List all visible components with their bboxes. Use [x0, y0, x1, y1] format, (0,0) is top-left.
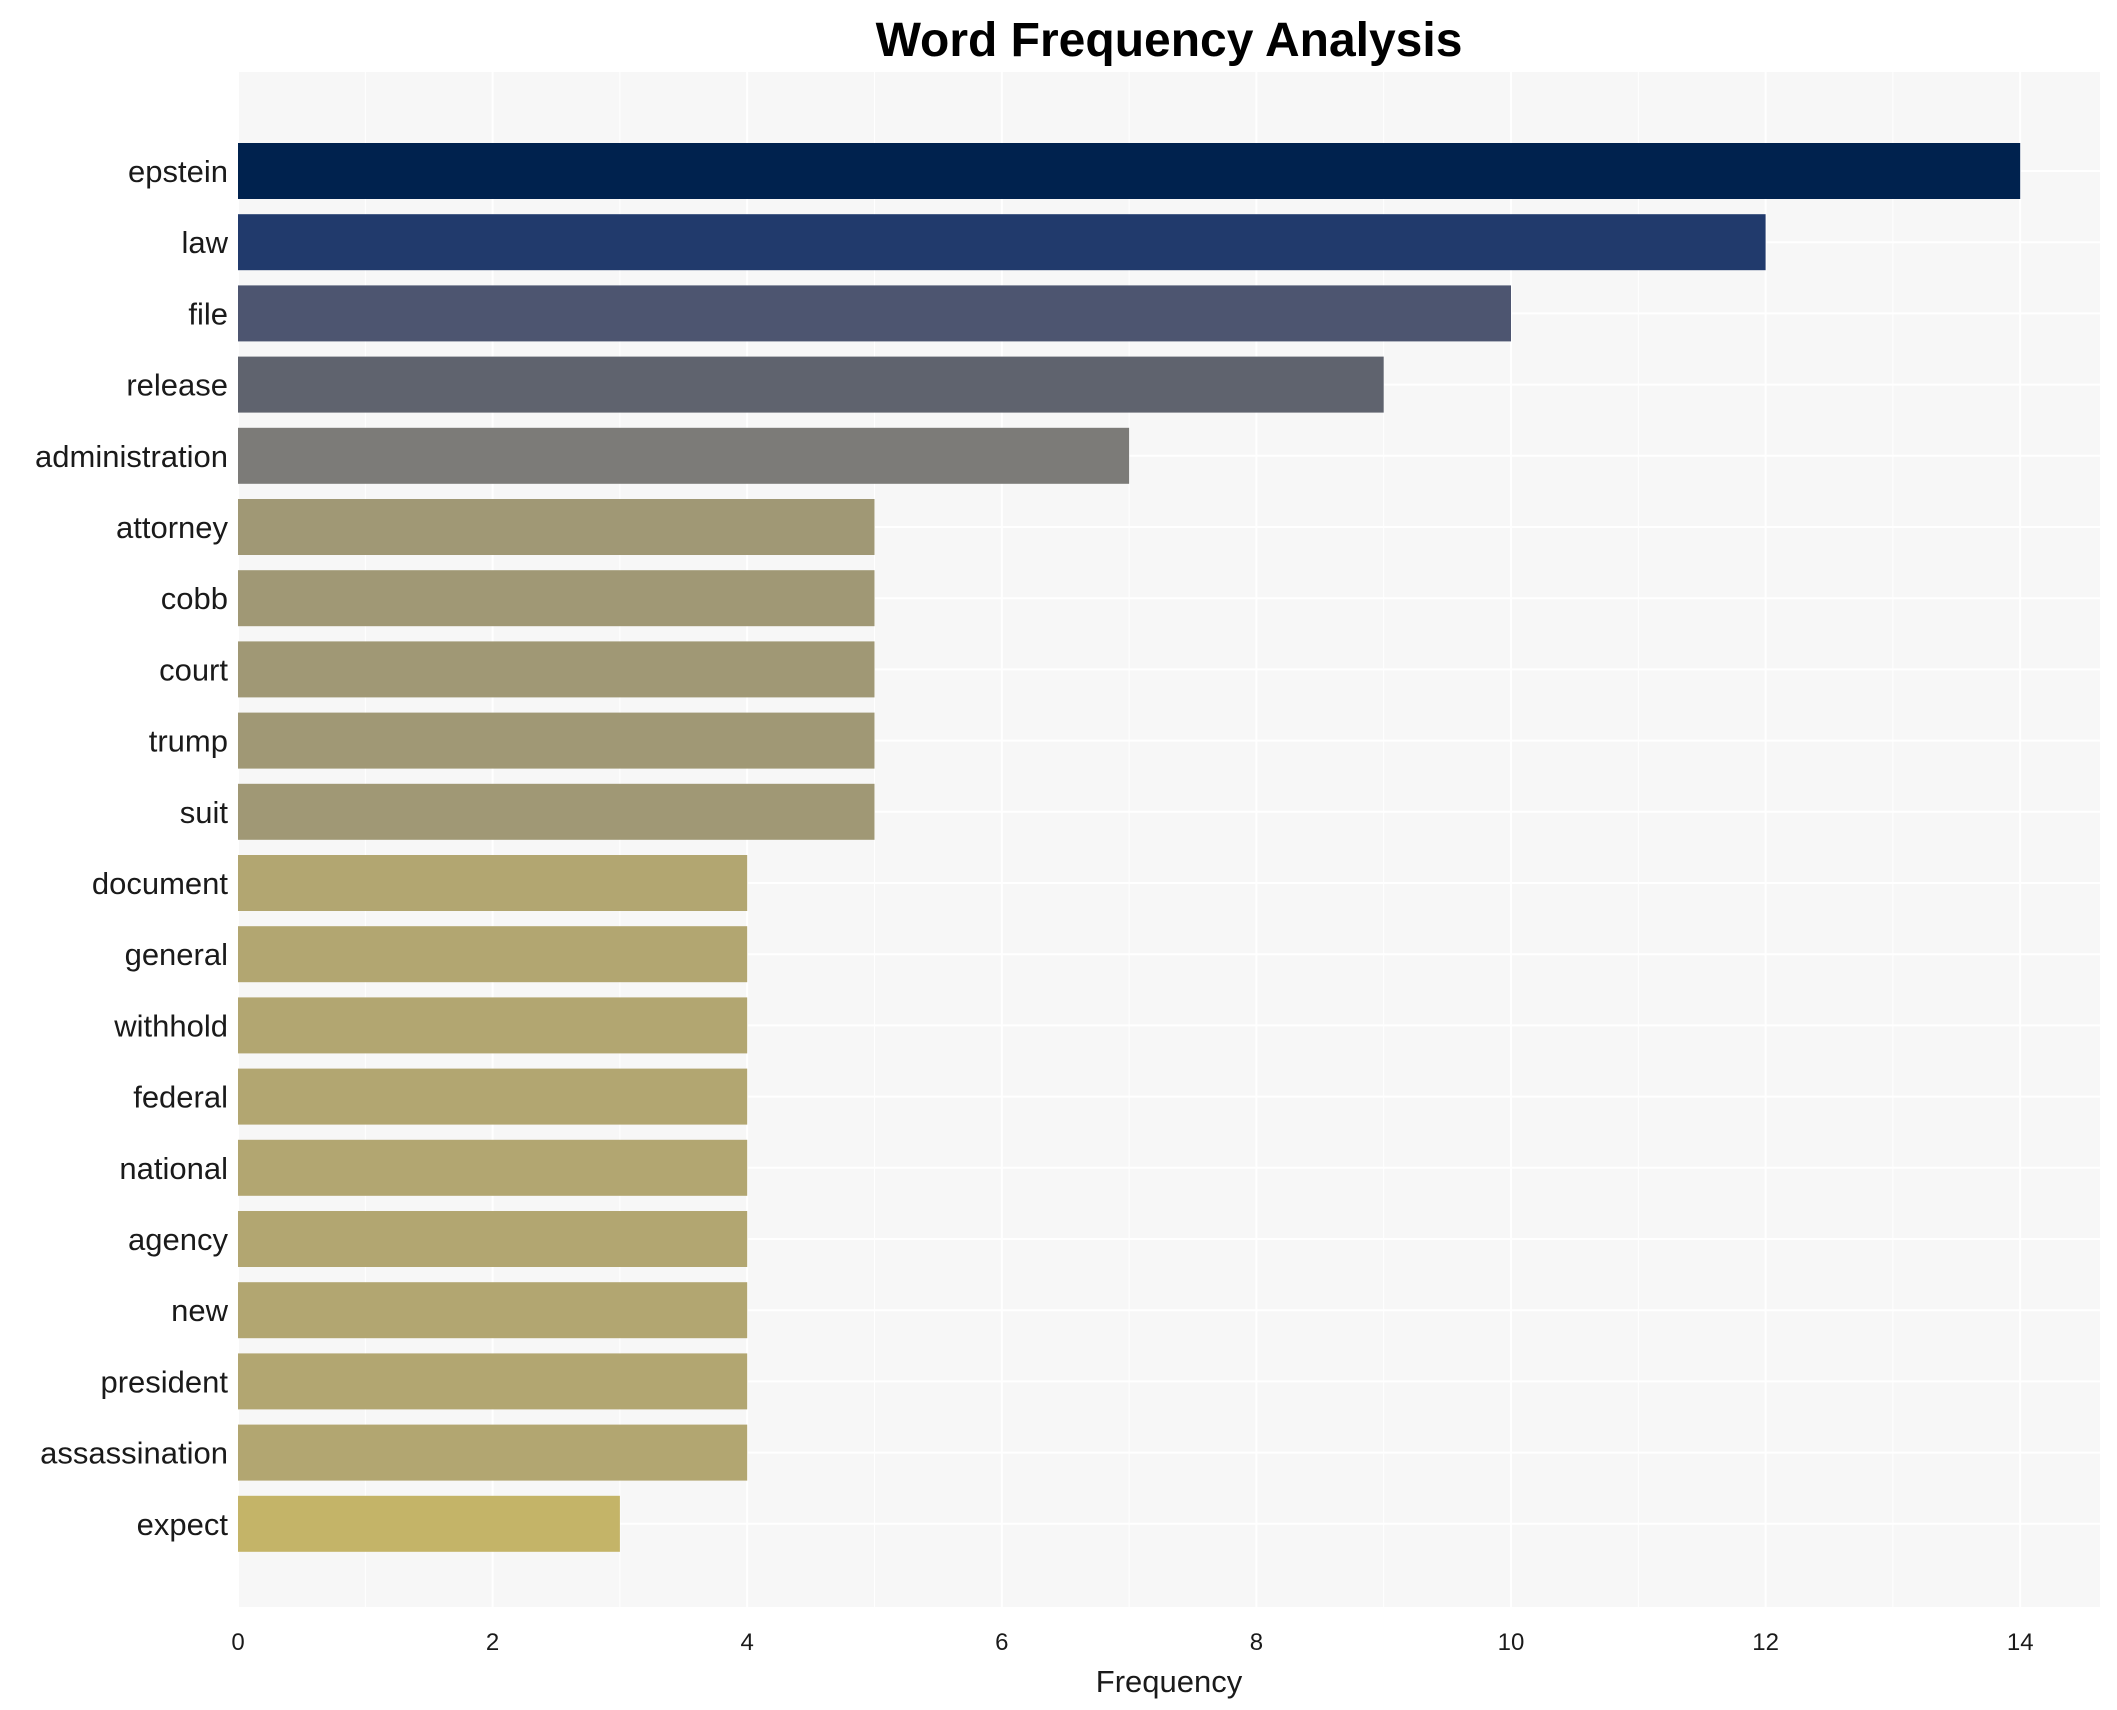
y-tick-label: document	[92, 866, 229, 901]
y-tick-label: federal	[133, 1080, 228, 1115]
y-tick-label: attorney	[116, 510, 229, 545]
bar-national	[238, 1139, 748, 1196]
bar-general	[238, 926, 748, 983]
bar-administration	[238, 427, 1130, 484]
bar-attorney	[238, 499, 875, 555]
y-tick-label: president	[100, 1364, 228, 1399]
bar-cobb	[238, 570, 875, 627]
bar-law	[238, 214, 1766, 271]
bar-expect	[238, 1495, 620, 1552]
bar-file	[238, 285, 1511, 342]
y-tick-label: withhold	[113, 1008, 228, 1043]
x-tick-label: 6	[995, 1629, 1008, 1656]
y-tick-label: general	[125, 937, 228, 972]
y-tick-label: law	[181, 225, 228, 260]
x-tick-label: 10	[1498, 1629, 1525, 1656]
y-tick-label: agency	[128, 1222, 228, 1257]
y-tick-label: court	[159, 652, 228, 687]
y-tick-label: epstein	[128, 154, 228, 189]
y-tick-label: release	[126, 368, 228, 403]
y-tick-label: suit	[180, 795, 229, 830]
bar-release	[238, 356, 1384, 413]
x-tick-label: 0	[231, 1629, 244, 1656]
bars	[238, 143, 2021, 1552]
bar-president	[238, 1353, 748, 1410]
bar-court	[238, 641, 875, 698]
y-tick-label: new	[171, 1293, 228, 1328]
y-tick-labels: epstein law file release administration attor…	[35, 154, 229, 1542]
x-tick-label: 12	[1752, 1629, 1779, 1656]
x-tick-label: 8	[1250, 1629, 1263, 1656]
y-tick-label: trump	[149, 724, 228, 759]
chart-title: Word Frequency Analysis	[876, 14, 1463, 67]
x-tick-label: 14	[2007, 1629, 2034, 1656]
x-tick-label: 2	[486, 1629, 499, 1656]
y-tick-label: file	[188, 296, 228, 331]
x-tick-label: 4	[741, 1629, 754, 1656]
bar-suit	[238, 783, 875, 840]
bar-epstein	[238, 143, 2021, 199]
bar-document	[238, 855, 748, 911]
bar-agency	[238, 1211, 748, 1267]
bar-federal	[238, 1068, 748, 1125]
bar-new	[238, 1282, 748, 1339]
bar-trump	[238, 712, 875, 769]
y-tick-label: administration	[35, 439, 228, 474]
y-tick-label: cobb	[161, 581, 228, 616]
x-tick-labels: 0 2 4 6 8 10 12 14	[231, 1629, 2033, 1656]
bar-assassination	[238, 1424, 748, 1481]
y-tick-label: expect	[137, 1507, 229, 1542]
bar-withhold	[238, 997, 748, 1054]
y-tick-label: assassination	[40, 1436, 228, 1471]
x-axis-label: Frequency	[1096, 1664, 1243, 1699]
y-tick-label: national	[119, 1151, 228, 1186]
